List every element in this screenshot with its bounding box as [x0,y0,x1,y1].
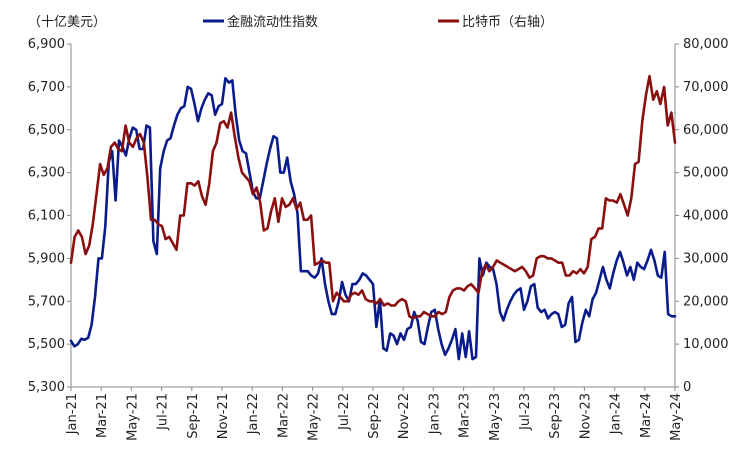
right-tick-label: 80,000 [683,37,729,52]
x-tick-label: Mar-24 [639,393,654,438]
x-tick-label: Jan-23 [427,393,442,435]
left-tick-label: 6,900 [28,37,65,52]
x-tick-label: Jul-23 [518,393,533,431]
left-tick-label: 6,300 [28,166,65,181]
x-tick-label: Mar-23 [458,393,473,438]
x-tick-label: May-24 [669,393,684,441]
x-tick-label: Sep-23 [548,393,563,439]
x-tick-label: May-21 [125,393,140,441]
x-tick-label: Jan-21 [65,393,80,435]
x-tick-label: May-23 [488,393,503,441]
left-axis-unit-label: （十亿美元） [28,15,106,30]
x-tick-label: Jan-24 [609,393,624,435]
right-tick-label: 10,000 [683,337,729,352]
x-tick-label: Nov-22 [397,393,412,439]
right-tick-label: 40,000 [683,209,729,224]
left-tick-label: 5,900 [28,251,65,266]
left-tick-label: 6,500 [28,123,65,138]
x-tick-label: Sep-21 [186,393,201,439]
right-tick-label: 50,000 [683,166,729,181]
x-tick-label: Sep-22 [367,393,382,439]
x-tick-label: Nov-21 [216,393,231,439]
right-tick-label: 70,000 [683,80,729,95]
legend-label: 金融流动性指数 [227,14,318,30]
x-tick-label: Jul-22 [337,393,352,431]
right-tick-label: 60,000 [683,123,729,138]
right-tick-label: 0 [683,380,691,395]
x-tick-label: Mar-21 [95,393,110,438]
left-tick-label: 5,700 [28,294,65,309]
left-tick-label: 5,500 [28,337,65,352]
legend: 金融流动性指数 比特币（右轴） [203,14,553,30]
x-tick-label: Jan-22 [246,393,261,435]
x-tick-label: May-22 [307,393,322,441]
axes: 5,300 5,500 5,700 5,900 6,100 6,300 6,500 6,700… [28,37,729,441]
bitcoin-series-line [69,74,677,320]
series-lines [69,74,677,361]
x-tick-label: Nov-23 [578,393,593,439]
left-tick-label: 6,100 [28,209,65,224]
left-tick-label: 6,700 [28,80,65,95]
liquidity-index-series-line [69,77,677,361]
x-tick-label: Mar-22 [276,393,291,438]
right-tick-label: 20,000 [683,294,729,309]
x-tick-label: Jul-21 [156,393,171,431]
legend-label: 比特币（右轴） [462,15,553,30]
right-tick-label: 30,000 [683,251,729,266]
left-tick-label: 5,300 [28,380,65,395]
